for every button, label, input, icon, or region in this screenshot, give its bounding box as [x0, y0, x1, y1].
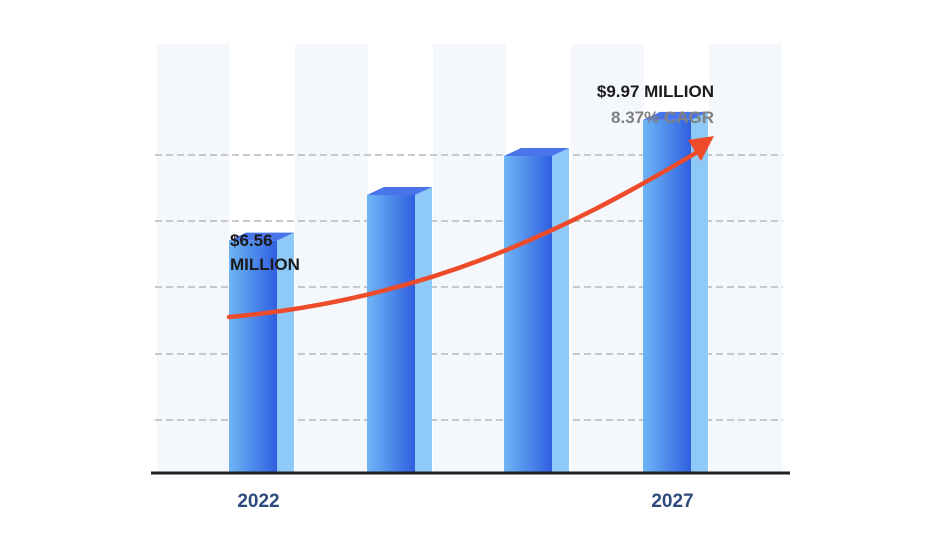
bar [504, 148, 569, 474]
cagr-label: 8.37% CAGR [611, 108, 714, 127]
bar-front-face [229, 240, 277, 473]
bar-top-face [367, 186, 432, 195]
bar-side-face [277, 232, 294, 473]
start-unit-label: MILLION [230, 255, 300, 274]
bar-top-face [229, 232, 294, 241]
trend-arrow-head [688, 136, 714, 161]
x-axis-labels: 2022 2027 [237, 491, 693, 512]
start-value-label: $6.56 [230, 231, 273, 250]
bar-top-face [643, 111, 708, 120]
bar-side-face [552, 148, 569, 474]
column-band [295, 44, 368, 473]
column-band [709, 44, 782, 473]
x-tick-label: 2027 [651, 491, 693, 512]
bar-front-face [504, 156, 552, 474]
bar [229, 232, 294, 473]
column-bands [157, 44, 782, 473]
bar-top-face [504, 148, 569, 157]
bar [367, 186, 432, 473]
column-band [157, 44, 230, 473]
bar-side-face [415, 186, 432, 473]
column-band [433, 44, 506, 473]
bar-side-face [691, 111, 708, 473]
bar-front-face [367, 194, 415, 473]
end-value-label: $9.97 MILLION [597, 82, 714, 101]
x-tick-label: 2022 [237, 491, 279, 512]
column-band [571, 44, 644, 473]
bar-front-face [643, 119, 691, 473]
trend-arrow [226, 145, 707, 320]
